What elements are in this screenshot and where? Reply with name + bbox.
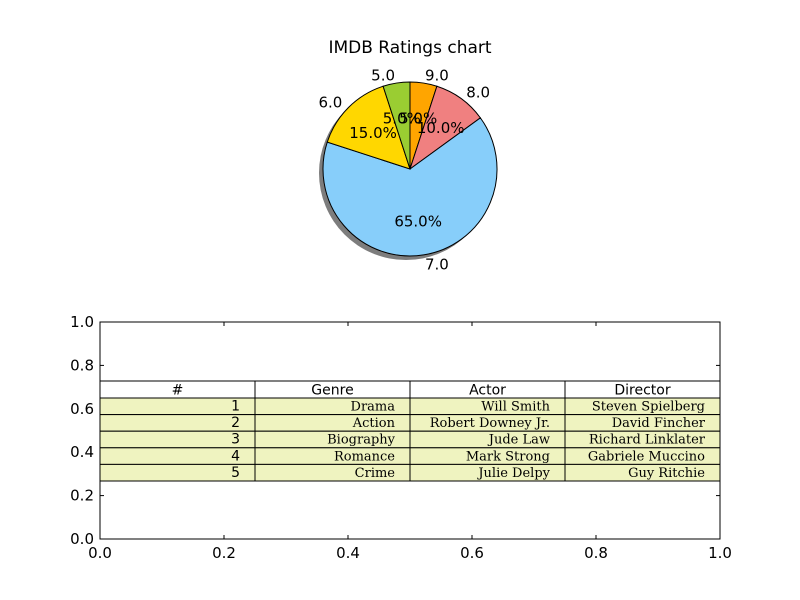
table-cell bbox=[564, 463, 721, 482]
table-cell-value: Richard Linklater bbox=[589, 433, 706, 448]
x-tick-label: 1.0 bbox=[708, 544, 732, 562]
y-tick-label: 1.0 bbox=[70, 313, 94, 331]
table-cell-value: Guy Ritchie bbox=[628, 466, 705, 481]
y-tick-label: 0.4 bbox=[70, 443, 94, 461]
pie-slice-7-0 bbox=[322, 117, 498, 257]
table-header-label: Actor bbox=[469, 383, 506, 399]
x-tick-label: 0.4 bbox=[336, 544, 360, 562]
x-tick-label: 0.2 bbox=[212, 544, 236, 562]
pie-pct-label: 5.0% bbox=[399, 109, 437, 127]
pie-slice-5-0 bbox=[382, 81, 411, 170]
table-cell-value: Mark Strong bbox=[466, 449, 550, 464]
table-cell-value: David Fincher bbox=[612, 416, 706, 431]
y-tick-label: 0.2 bbox=[70, 487, 94, 505]
table-header-label: Director bbox=[614, 383, 670, 399]
table-header-label: # bbox=[172, 383, 184, 399]
table-row-number: 3 bbox=[231, 432, 240, 448]
x-tick-label: 0.0 bbox=[88, 544, 112, 562]
y-tick-label: 0.8 bbox=[70, 356, 94, 374]
table-cell-value: Jude Law bbox=[487, 433, 550, 448]
pie-label: 5.0 bbox=[371, 66, 395, 84]
pie-chart-title: IMDB Ratings chart bbox=[328, 38, 491, 58]
table-cell-value: Romance bbox=[334, 449, 395, 464]
table-row-number: 1 bbox=[231, 399, 240, 415]
pie-label: 9.0 bbox=[425, 66, 449, 84]
table-cell-value: Steven Spielberg bbox=[592, 400, 705, 415]
table-cell-value: Gabriele Muccino bbox=[588, 449, 705, 464]
table-cell-value: Drama bbox=[351, 400, 396, 415]
table-row-number: 4 bbox=[231, 448, 240, 464]
table-cell-value: Will Smith bbox=[481, 400, 550, 415]
table-cell-value: Biography bbox=[327, 433, 396, 448]
table-row-number: 2 bbox=[231, 415, 240, 431]
y-tick-label: 0.6 bbox=[70, 400, 94, 418]
pie-chart: 9.0 5.0% 8.010.0% 7.0 65.0% 6.0 15.0% 5.0 5.0% bbox=[318, 66, 498, 274]
pie-pct-label: 5.0% bbox=[383, 109, 421, 127]
x-tick-label: 0.6 bbox=[460, 544, 484, 562]
x-tick-label: 0.8 bbox=[584, 544, 608, 562]
table-header-label: Genre bbox=[311, 383, 353, 399]
pie-label: 7.0 bbox=[425, 256, 449, 274]
table-cell-value: Robert Downey Jr. bbox=[430, 416, 550, 431]
pie-pct-label: 15.0% bbox=[349, 124, 397, 142]
table-cell-value: Julie Delpy bbox=[476, 466, 550, 481]
data-table: # Genre Actor Director 1 Drama Will Smith Steve… bbox=[99, 380, 721, 482]
table-cell-value: Action bbox=[352, 416, 396, 431]
table-row-number: 5 bbox=[231, 465, 240, 481]
table-cell-value: Crime bbox=[355, 466, 396, 481]
pie-label: 8.0 bbox=[466, 84, 490, 102]
pie-pct-label: 10.0% bbox=[417, 119, 465, 137]
pie-label: 6.0 bbox=[318, 93, 342, 111]
y-tick-label: 0.0 bbox=[70, 530, 94, 548]
pie-pct-label: 65.0% bbox=[394, 213, 442, 231]
